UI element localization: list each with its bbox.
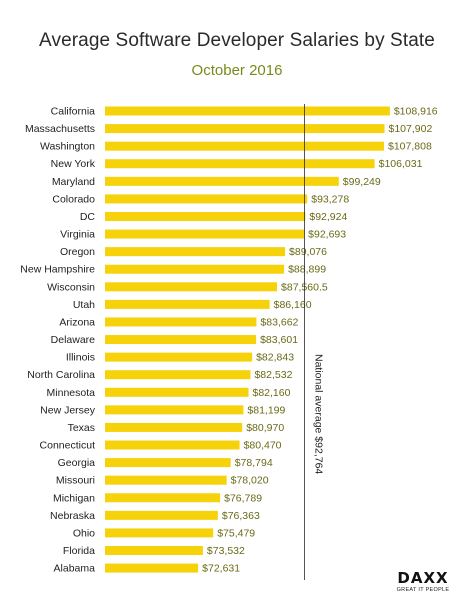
category-label: Delaware xyxy=(51,334,96,346)
value-label: $78,020 xyxy=(231,475,269,487)
category-label: Utah xyxy=(73,299,95,311)
value-label: $80,470 xyxy=(244,440,282,452)
category-label: Washington xyxy=(40,141,95,153)
category-label: New Hampshire xyxy=(20,264,95,276)
category-label: Virginia xyxy=(60,229,95,241)
value-label: $73,532 xyxy=(207,545,245,557)
value-label: $107,902 xyxy=(388,123,432,135)
category-label: North Carolina xyxy=(27,369,95,381)
logo-tagline: GREAT IT PEOPLE xyxy=(396,587,450,593)
value-label: $81,199 xyxy=(247,404,285,416)
category-label: Colorado xyxy=(52,193,95,205)
category-label: Illinois xyxy=(66,352,95,364)
bar xyxy=(105,370,251,380)
value-label: $83,601 xyxy=(260,334,298,346)
value-label: $78,794 xyxy=(235,457,273,469)
category-label: Alabama xyxy=(54,563,96,575)
value-label: $72,631 xyxy=(202,563,240,575)
bar xyxy=(105,405,244,415)
category-label: Missouri xyxy=(56,475,95,487)
bar xyxy=(105,176,339,186)
logo-name: DAXX xyxy=(397,569,449,587)
bar xyxy=(105,563,199,573)
value-label: $108,916 xyxy=(394,106,438,118)
value-label: $89,076 xyxy=(289,246,327,258)
bar xyxy=(105,422,243,432)
bar xyxy=(105,159,375,169)
bar xyxy=(105,440,240,450)
value-label: $92,924 xyxy=(309,211,347,223)
category-label: California xyxy=(51,106,96,118)
bar xyxy=(105,510,218,520)
category-label: DC xyxy=(80,211,96,223)
category-label: Arizona xyxy=(59,316,95,328)
bar xyxy=(105,493,221,503)
category-label: New York xyxy=(51,158,96,170)
bar xyxy=(105,546,203,555)
bar xyxy=(105,475,227,485)
category-label: Connecticut xyxy=(40,440,96,452)
bar xyxy=(105,387,249,397)
value-label: $76,789 xyxy=(224,492,262,504)
value-label: $82,843 xyxy=(256,352,294,364)
value-label: $93,278 xyxy=(311,193,349,205)
category-label: Wisconsin xyxy=(47,281,95,293)
bar xyxy=(105,335,257,345)
category-label: Georgia xyxy=(58,457,96,469)
chart-subtitle: October 2016 xyxy=(191,62,283,79)
value-label: $82,532 xyxy=(254,369,292,381)
value-label: $83,662 xyxy=(260,316,298,328)
bar xyxy=(105,247,286,257)
bar xyxy=(105,211,306,221)
bar xyxy=(105,299,270,309)
bar xyxy=(105,229,305,239)
category-label: New Jersey xyxy=(40,404,96,416)
category-label: Maryland xyxy=(52,176,95,188)
bar xyxy=(105,282,278,292)
bar xyxy=(105,352,253,362)
category-label: Massachusetts xyxy=(25,123,95,135)
chart-title: Average Software Developer Salaries by S… xyxy=(39,30,435,51)
value-label: $88,899 xyxy=(288,264,326,276)
category-label: Florida xyxy=(63,545,95,557)
bar xyxy=(105,106,390,116)
value-label: $80,970 xyxy=(246,422,284,434)
value-label: $75,479 xyxy=(217,527,255,539)
value-label: $82,160 xyxy=(252,387,290,399)
category-label: Texas xyxy=(68,422,95,434)
bar xyxy=(105,194,308,204)
national-average-label: National average $92,764 xyxy=(313,354,325,474)
value-label: $99,249 xyxy=(343,176,381,188)
daxx-logo: DAXX GREAT IT PEOPLE xyxy=(393,571,453,601)
value-label: $107,808 xyxy=(388,141,432,153)
value-label: $106,031 xyxy=(379,158,423,170)
category-label: Oregon xyxy=(60,246,95,258)
category-label: Minnesota xyxy=(47,387,96,399)
bar xyxy=(105,124,385,134)
category-label: Ohio xyxy=(73,527,95,539)
value-label: $92,693 xyxy=(308,229,346,241)
bar xyxy=(105,141,385,151)
bar xyxy=(105,458,231,468)
category-label: Nebraska xyxy=(50,510,95,522)
bar xyxy=(105,528,214,538)
bar xyxy=(105,317,257,327)
category-label: Michigan xyxy=(53,492,95,504)
value-label: $86,160 xyxy=(274,299,312,311)
bar xyxy=(105,264,285,274)
value-label: $76,363 xyxy=(222,510,260,522)
